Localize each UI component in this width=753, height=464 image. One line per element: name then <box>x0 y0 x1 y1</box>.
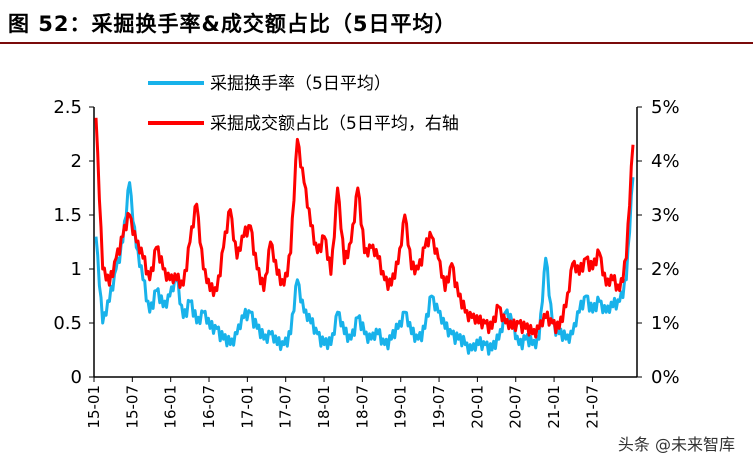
axes: 0 0.5 1 1.5 2 2.5 0% 1% 2% 3% 4% 5% 15-01 15-07 16-01 1… <box>53 97 679 429</box>
y-tick-label-right: 4% <box>651 151 680 172</box>
x-tick-label: 15-07 <box>123 385 141 429</box>
x-tick-label: 21-01 <box>545 385 563 429</box>
x-tick-label: 16-01 <box>162 385 180 429</box>
x-tick-label: 20-01 <box>468 385 486 429</box>
x-tick-label: 21-07 <box>583 385 601 429</box>
y-tick-label-left: 1 <box>71 259 82 280</box>
y-tick-label-left: 1.5 <box>53 205 82 226</box>
legend-label-turnover: 采掘换手率（5日平均） <box>210 74 391 94</box>
trading-share-line <box>94 117 635 339</box>
x-tick-label: 17-01 <box>238 385 256 429</box>
x-tick-label: 19-07 <box>430 385 448 429</box>
y-tick-label-left: 0.5 <box>53 313 82 334</box>
x-tick-label: 17-07 <box>277 385 295 429</box>
watermark: 头条 @未来智库 <box>613 430 739 456</box>
x-tick-label: 20-07 <box>507 385 525 429</box>
y-tick-label-left: 2 <box>71 151 82 172</box>
x-tick-label: 19-01 <box>392 385 410 429</box>
x-tick-label: 16-07 <box>200 385 218 429</box>
legend-label-share: 采掘成交额占比（5日平均，右轴 <box>210 114 459 134</box>
turnover-line <box>94 177 635 356</box>
chart-title: 图 52：采掘换手率&成交额占比（5日平均） <box>8 12 457 36</box>
x-tick-label: 15-01 <box>85 385 103 429</box>
y-tick-label-right: 3% <box>651 205 680 226</box>
x-tick-label: 18-01 <box>315 385 333 429</box>
y-tick-label-right: 0% <box>651 367 680 388</box>
y-tick-label-left: 0 <box>71 367 82 388</box>
y-tick-label-right: 1% <box>651 313 680 334</box>
title-divider <box>0 42 753 44</box>
legend: 采掘换手率（5日平均） 采掘成交额占比（5日平均，右轴 <box>148 74 459 134</box>
x-tick-label: 18-07 <box>353 385 371 429</box>
series-lines <box>94 117 635 356</box>
y-tick-label-left: 2.5 <box>53 97 82 118</box>
y-tick-label-right: 5% <box>651 97 680 118</box>
y-tick-label-right: 2% <box>651 259 680 280</box>
